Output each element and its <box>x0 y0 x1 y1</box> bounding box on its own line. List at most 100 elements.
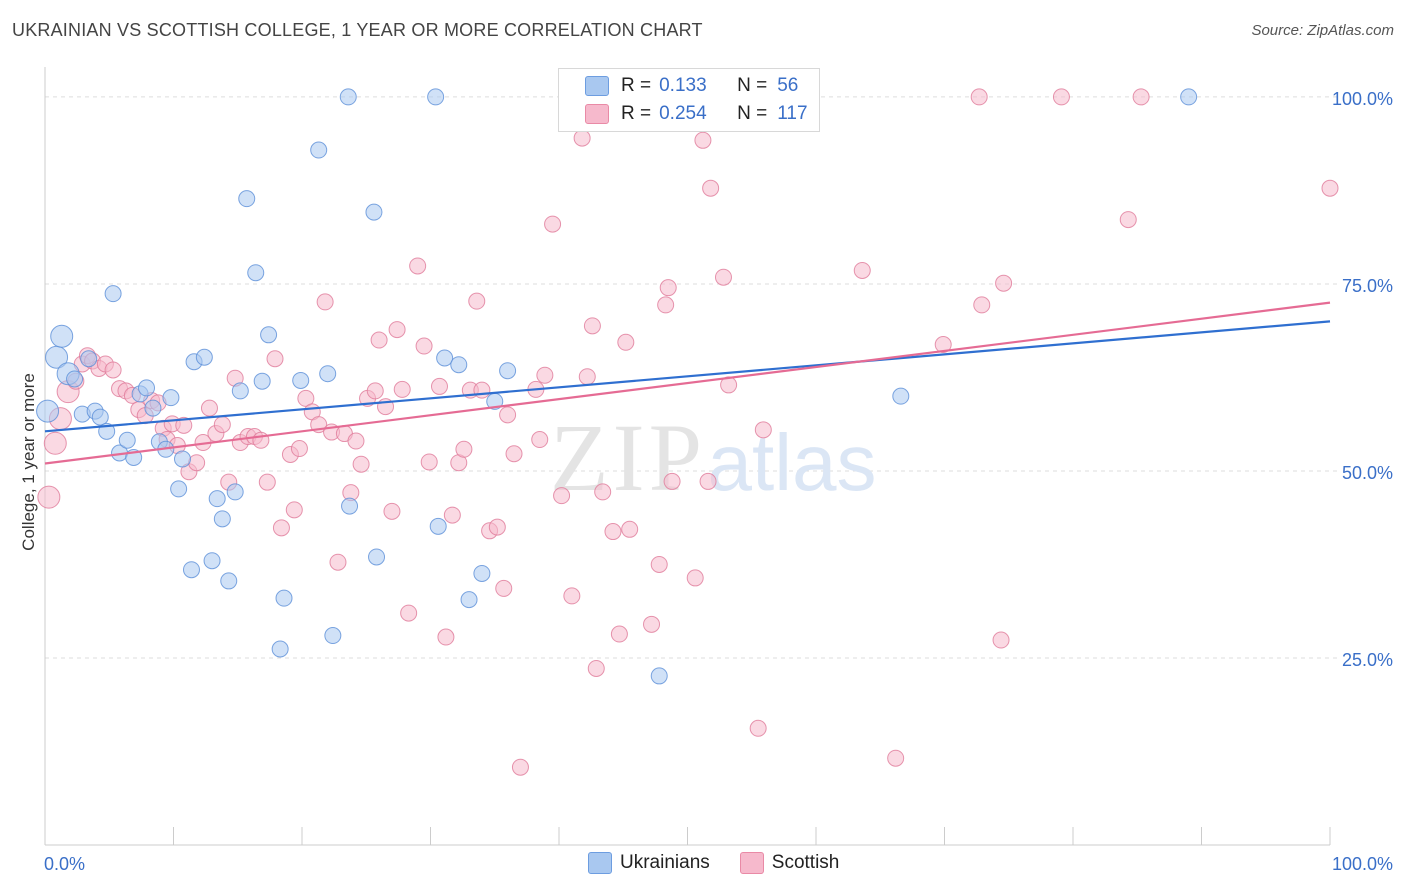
scottish-point <box>702 179 720 197</box>
ukrainians-point <box>208 490 226 508</box>
scottish-point <box>430 377 448 395</box>
ukrainians-point <box>195 348 213 366</box>
scottish-point <box>749 719 767 737</box>
scottish-point <box>544 215 562 233</box>
scottish-point <box>553 487 571 505</box>
scottish-point <box>383 502 401 520</box>
legend-n-value: 56 <box>777 75 799 96</box>
legend-r-label: R = <box>621 103 652 124</box>
scottish-point <box>285 501 303 519</box>
scottish-point <box>1321 179 1339 197</box>
watermark-atlas: atlas <box>708 418 877 507</box>
scottish-point <box>468 292 486 310</box>
ukrainians-point <box>368 548 386 566</box>
ukrainians-point <box>339 88 357 106</box>
ukrainians-point <box>138 379 156 397</box>
scottish-point <box>388 321 406 339</box>
ukrainians-point <box>341 497 359 515</box>
scottish-point <box>992 631 1010 649</box>
ukrainians-point <box>104 285 122 303</box>
scottish-point <box>188 454 206 472</box>
series-swatch-ukrainians <box>588 852 612 874</box>
ukrainians-point <box>226 483 244 501</box>
legend-n-label: N = <box>737 103 768 124</box>
scottish-point <box>887 749 905 767</box>
scottish-point <box>853 261 871 279</box>
scottish-point <box>694 131 712 149</box>
legend-n-label: N = <box>737 75 768 96</box>
ukrainians-point <box>91 408 109 426</box>
ukrainians-point <box>213 510 231 528</box>
scottish-point <box>573 129 591 147</box>
watermark: ZIP atlas <box>550 404 876 511</box>
ukrainians-point <box>436 349 454 367</box>
scottish-point <box>409 257 427 275</box>
ukrainians-point <box>50 324 74 348</box>
scottish-point <box>347 432 365 450</box>
ukrainians-point <box>275 589 293 607</box>
ukrainians-point <box>36 399 60 423</box>
scottish-point <box>617 333 635 351</box>
scottish-point <box>699 472 717 490</box>
ukrainians-point <box>892 387 910 405</box>
axis-labels: 25.0% 50.0% 75.0% 100.0% 0.0% 100.0% <box>44 89 1393 874</box>
ukrainians-point <box>66 370 84 388</box>
legend-swatch-ukrainians <box>585 76 609 96</box>
scottish-point <box>393 380 411 398</box>
scottish-point <box>686 569 704 587</box>
y-tick-label: 75.0% <box>1342 276 1393 296</box>
x-tick-label-max: 100.0% <box>1332 854 1393 874</box>
series-legend-ukrainians: Ukrainians <box>588 852 710 874</box>
ukrainians-point <box>365 203 383 221</box>
ukrainians-point <box>238 190 256 208</box>
scottish-point <box>437 628 455 646</box>
scottish-point <box>175 416 193 434</box>
scottish-point <box>505 445 523 463</box>
ukrainians-point <box>450 356 468 374</box>
scottish-point <box>415 337 433 355</box>
ukrainians-trend-line <box>44 320 1331 433</box>
ukrainians-point <box>271 640 289 658</box>
trend-lines <box>44 301 1331 465</box>
scottish-point <box>934 336 952 354</box>
ukrainians-point <box>170 480 188 498</box>
scottish-point <box>604 523 622 541</box>
scottish-point <box>563 587 581 605</box>
data-points <box>36 88 1339 776</box>
ukrainians-point <box>162 389 180 407</box>
scottish-point <box>266 350 284 368</box>
scottish-point <box>1052 88 1070 106</box>
ukrainians-point <box>429 517 447 535</box>
axes <box>44 67 1331 846</box>
scottish-point <box>473 381 491 399</box>
scottish-point <box>352 455 370 473</box>
scottish-point <box>587 659 605 677</box>
scottish-point <box>104 361 122 379</box>
ukrainians-point <box>319 365 337 383</box>
scottish-point <box>650 555 668 573</box>
ukrainians-point <box>231 382 249 400</box>
scottish-point <box>621 520 639 538</box>
ukrainians-point <box>310 141 328 159</box>
scottish-point <box>455 440 473 458</box>
scottish-point <box>610 625 628 643</box>
ukrainians-point <box>220 572 238 590</box>
scottish-point <box>200 399 218 417</box>
ukrainians-point <box>203 552 221 570</box>
y-axis-title: College, 1 year or more <box>19 373 38 551</box>
ukrainians-point <box>473 564 491 582</box>
scottish-point <box>531 431 549 449</box>
scottish-point <box>43 431 67 455</box>
scottish-point <box>511 758 529 776</box>
legend-row-scottish: R = 0.254 N = 117 <box>585 101 808 127</box>
legend-r-value: 0.254 <box>659 103 707 124</box>
ukrainians-point <box>80 350 98 368</box>
x-tick-label-min: 0.0% <box>44 854 85 874</box>
scottish-point <box>970 88 988 106</box>
series-legend: Ukrainians Scottish <box>588 852 869 874</box>
scottish-point <box>316 293 334 311</box>
ukrainians-point <box>253 372 271 390</box>
legend-r-value: 0.133 <box>659 75 707 96</box>
scottish-point <box>754 421 772 439</box>
scottish-point <box>583 317 601 335</box>
